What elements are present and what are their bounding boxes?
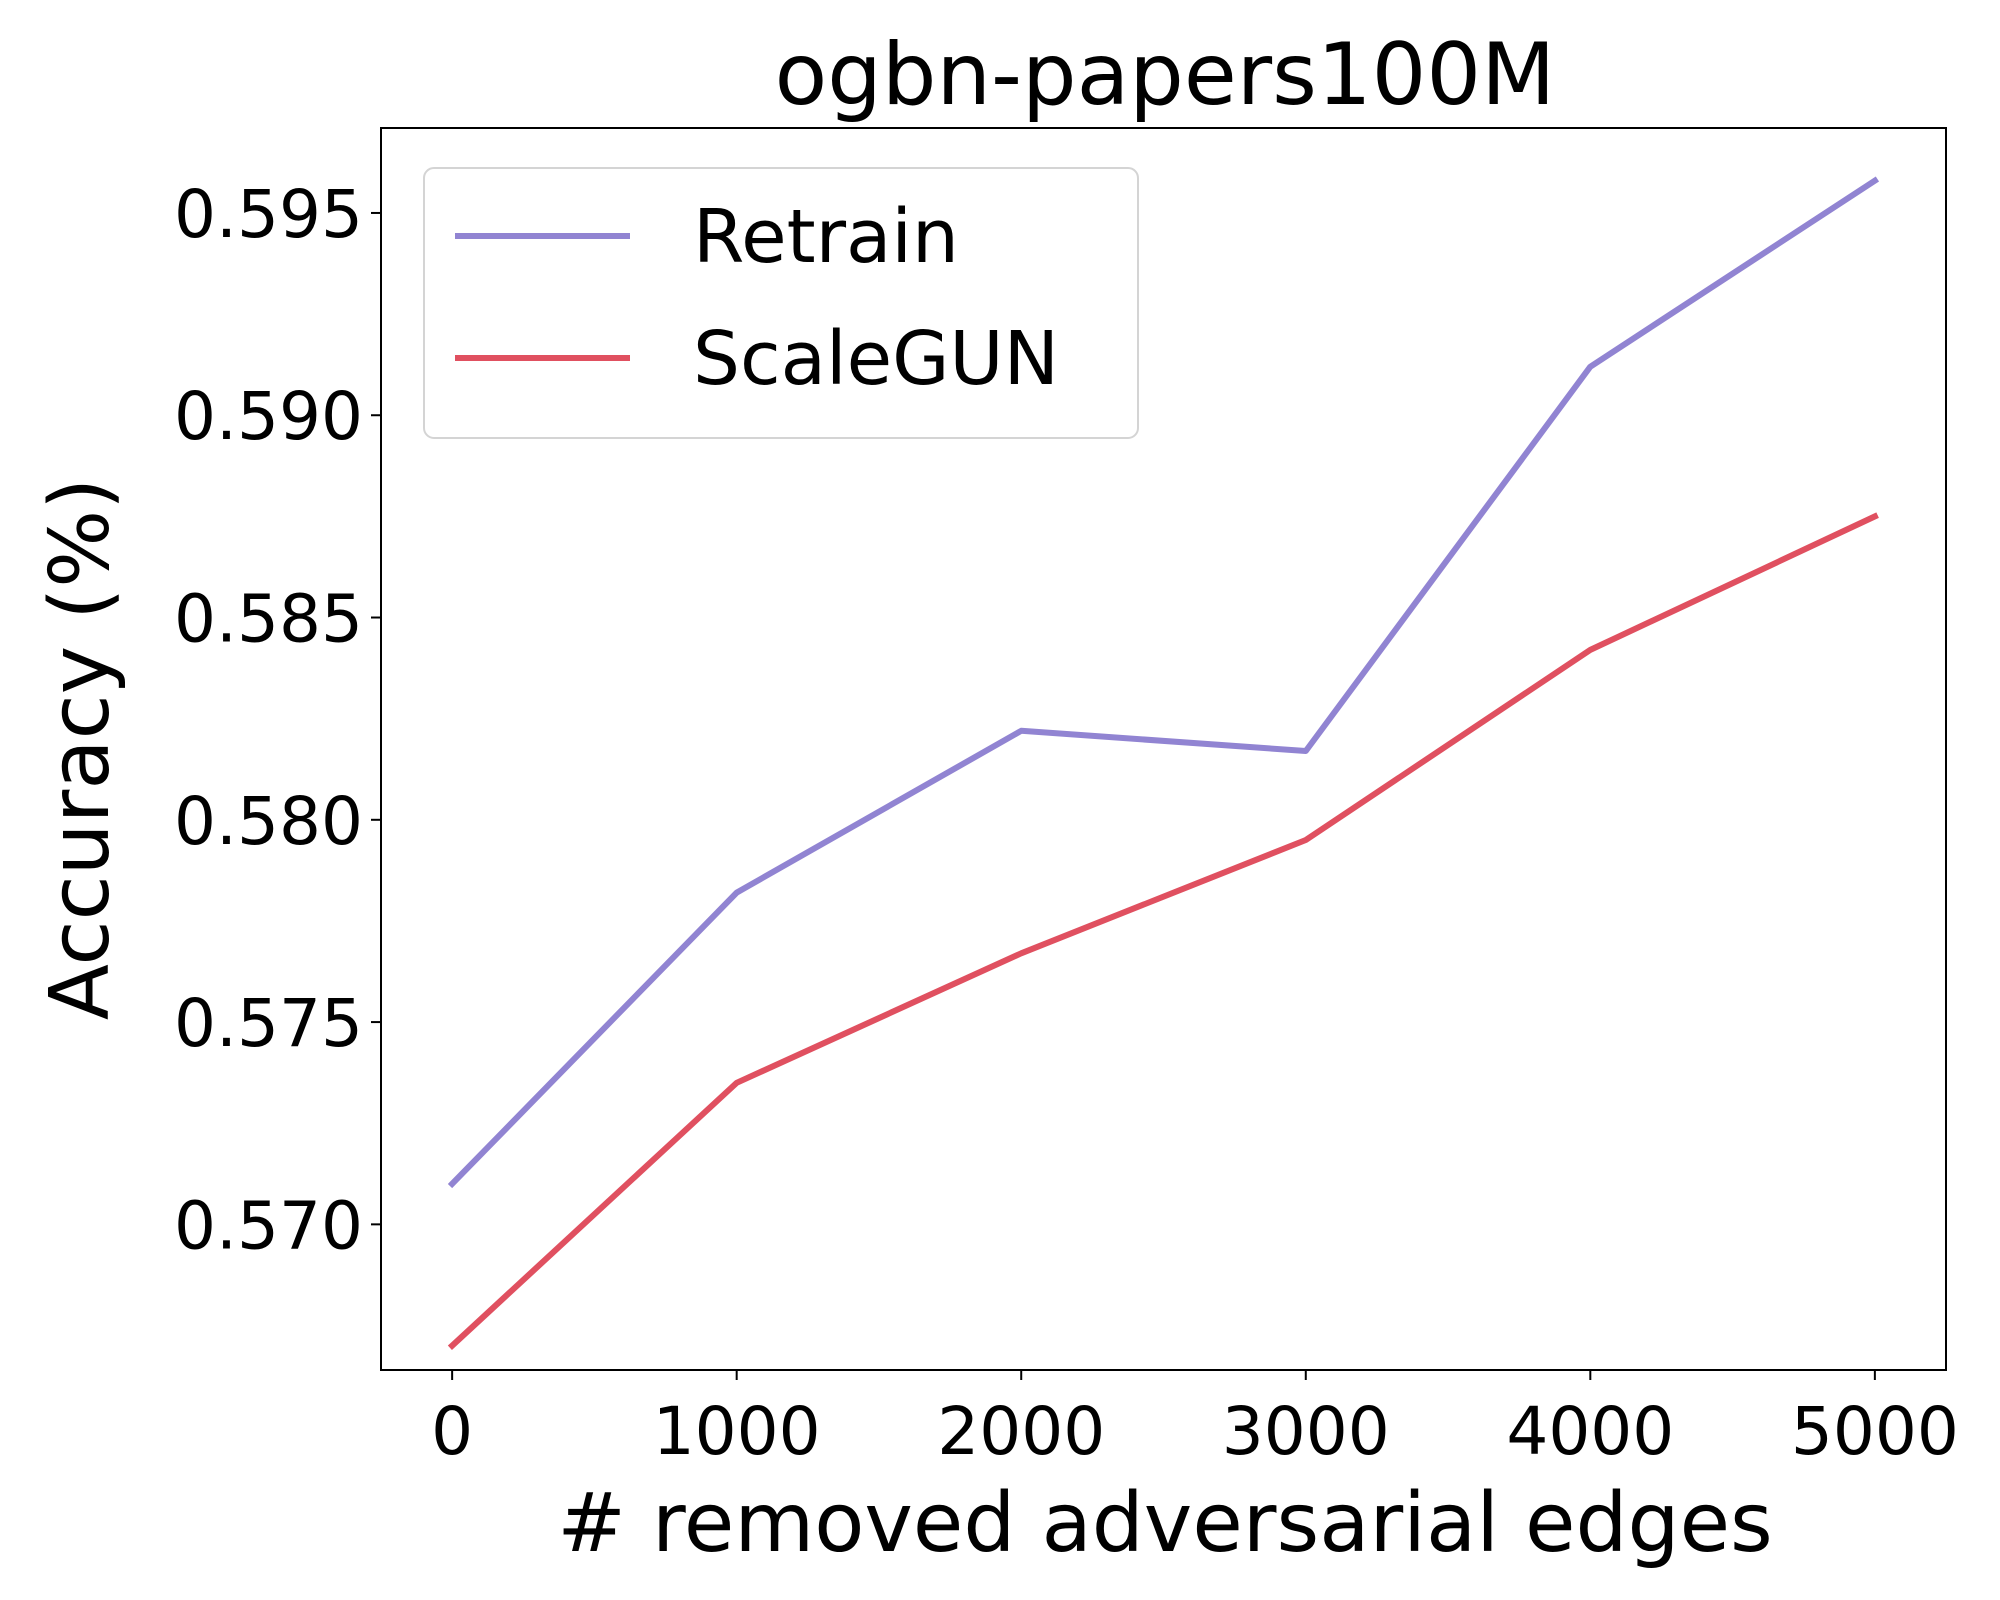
x-axis-title: # removed adversarial edges [557, 1476, 1773, 1571]
x-tick-label: 5000 [1791, 1393, 1959, 1470]
y-tick-label: 0.585 [174, 581, 363, 658]
y-tick-label: 0.595 [174, 176, 363, 253]
y-tick-label: 0.590 [174, 378, 363, 455]
chart-title: ogbn-papers100M [775, 25, 1556, 125]
x-tick-label: 3000 [1222, 1393, 1390, 1470]
series-line-scalegun [447, 512, 1879, 1350]
x-tick-label: 1000 [653, 1393, 821, 1470]
x-tick-label: 4000 [1506, 1393, 1674, 1470]
plot-area-frame [380, 127, 1947, 1371]
y-tick-label: 0.570 [174, 1187, 363, 1264]
x-axis-ticks: 0 1000 2000 3000 4000 5000 [431, 1370, 1959, 1470]
legend-label-retrain: Retrain [693, 194, 959, 280]
series-line-retrain [447, 176, 1880, 1189]
y-axis-title: Accuracy (%) [33, 478, 128, 1020]
y-tick-label: 0.575 [174, 985, 363, 1062]
y-axis-ticks: 0.570 0.575 0.580 0.585 0.590 0.595 [174, 176, 381, 1264]
series-lines [447, 176, 1880, 1350]
legend: Retrain ScaleGUN [423, 167, 1139, 439]
legend-label-scalegun: ScaleGUN [693, 316, 1059, 402]
x-tick-label: 2000 [937, 1393, 1105, 1470]
y-tick-label: 0.580 [174, 783, 363, 860]
x-tick-label: 0 [431, 1393, 473, 1470]
